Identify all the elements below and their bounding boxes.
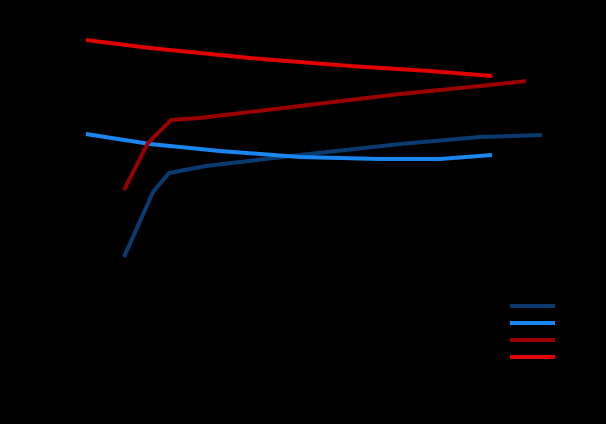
legend <box>510 304 555 359</box>
series-layer <box>85 38 543 258</box>
series-line-1 <box>122 133 543 258</box>
series-line-4 <box>85 38 493 78</box>
series-line-2 <box>85 132 493 161</box>
series-line-3 <box>122 79 527 191</box>
